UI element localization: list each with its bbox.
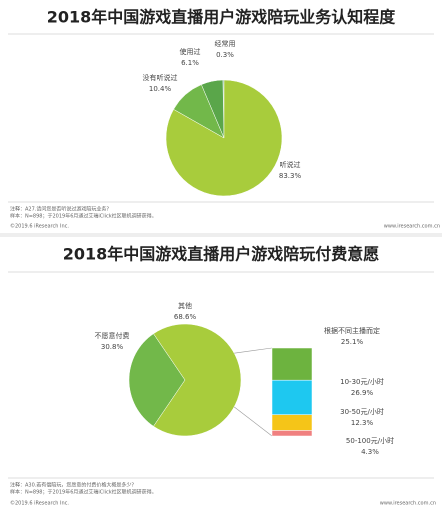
- chart-title: 2018年中国游戏直播用户游戏陪玩业务认知程度: [47, 8, 397, 27]
- note: 注释：A30.若有偿陪玩，您愿意的付费价格大概是多少?: [10, 482, 134, 489]
- note: 注释：A27.请问您是否听说过游戏陪玩业务?: [10, 206, 109, 213]
- slice-label: 其他: [178, 301, 192, 310]
- value-label: 4.3%: [361, 448, 379, 456]
- bar-segment: [271, 430, 313, 437]
- segment-label: 根据不同主播而定: [324, 326, 380, 335]
- value-label: 0.3%: [216, 51, 234, 59]
- separator: [0, 233, 442, 237]
- value-label: 26.9%: [351, 389, 374, 397]
- value-label: 10.4%: [149, 85, 172, 93]
- value-label: 6.1%: [181, 59, 199, 67]
- source: ©2019.6 iResearch Inc.: [10, 500, 69, 507]
- slice-label: 听说过: [280, 160, 301, 169]
- connector: [233, 406, 273, 437]
- website: www.iresearch.com.cn: [380, 501, 436, 507]
- slice-label: 不愿意付费: [95, 331, 130, 340]
- source: ©2019.6 iResearch Inc.: [10, 223, 69, 230]
- slice-label: 经常用: [215, 39, 236, 48]
- bar-segment: [271, 347, 313, 381]
- note: 样本：N=898；于2019年6月通过艾瑞iClick社区联机调研获得。: [10, 489, 157, 496]
- pie-slice: [153, 323, 242, 437]
- slice-label: 没有听说过: [143, 73, 178, 82]
- pie-slice: [128, 333, 186, 427]
- website: www.iresearch.com.cn: [384, 224, 440, 230]
- slice-label: 使用过: [180, 47, 201, 56]
- value-label: 30.8%: [101, 343, 124, 351]
- pie-slice: [165, 79, 283, 197]
- value-label: 68.6%: [174, 313, 197, 321]
- value-label: 83.3%: [279, 172, 302, 180]
- segment-label: 10-30元/小时: [340, 377, 384, 386]
- value-label: 25.1%: [341, 338, 364, 346]
- connector: [234, 347, 273, 354]
- value-label: 12.3%: [351, 419, 374, 427]
- segment-label: 30-50元/小时: [340, 407, 384, 416]
- chart-title: 2018年中国游戏直播用户游戏陪玩付费意愿: [63, 245, 380, 264]
- segment-label: 50-100元/小时: [346, 436, 394, 445]
- bar-segment: [271, 414, 313, 431]
- bar-segment: [271, 379, 313, 415]
- note: 样本：N=898；于2019年6月通过艾瑞iClick社区联机调研获得。: [10, 213, 157, 220]
